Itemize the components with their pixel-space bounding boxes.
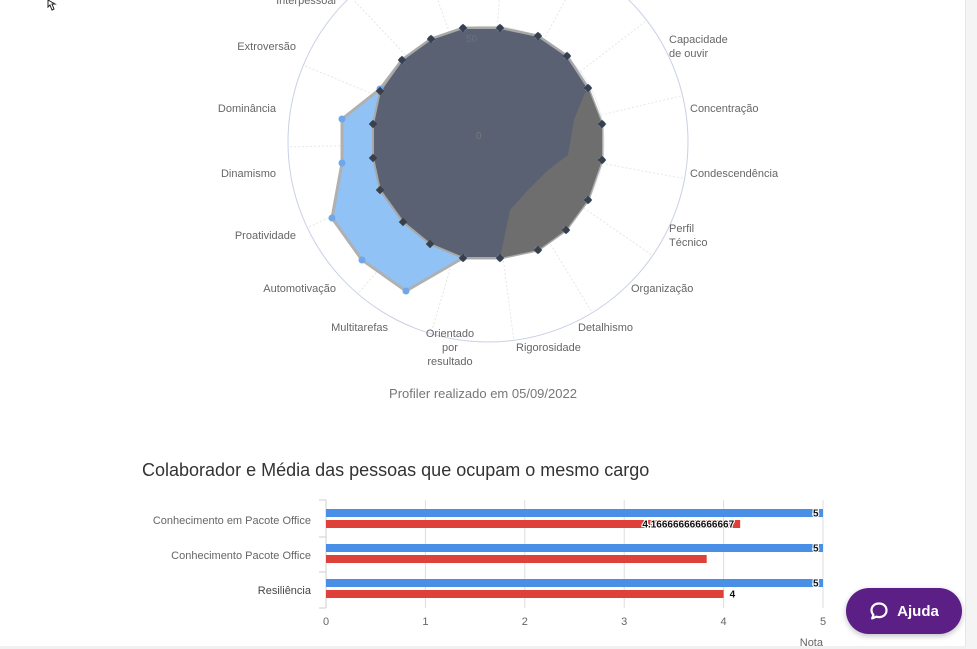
profiler-date-caption: Profiler realizado em 05/09/2022 (389, 386, 577, 401)
comparison-chart-title: Colaborador e Média das pessoas que ocup… (142, 460, 650, 480)
radar-benchmark-point (375, 86, 385, 96)
radar-label-interpessoal: Interpessoal (276, 0, 336, 7)
bar-average (326, 555, 707, 563)
radar-outer-ring (287, 0, 689, 343)
profile-radar-chart: 0 50 (287, 0, 689, 343)
radar-label-concentracao: Concentração (690, 103, 759, 115)
bar-average (326, 590, 724, 598)
chat-bubble-icon (869, 601, 889, 621)
radar-ring-label: 50 (466, 34, 478, 45)
radar-benchmark-point (398, 217, 408, 227)
x-tick-label: 3 (621, 616, 627, 628)
bar-data-label: 5 (813, 509, 819, 520)
radar-collaborator-point (358, 256, 366, 264)
radar-label-capacidade-de-ouvir: Capacidade de ouvir (669, 34, 728, 60)
radar-label-perfil-tecnico: Perfil Técnico (669, 223, 708, 249)
x-tick-label: 1 (422, 616, 428, 628)
x-tick-label: 5 (820, 616, 826, 628)
radar-benchmark-point (368, 153, 378, 163)
help-button-label: Ajuda (897, 602, 939, 620)
bar-collaborator (326, 579, 823, 587)
mouse-cursor-icon (47, 0, 57, 11)
category-label: Conhecimento Pacote Office (171, 550, 311, 562)
radar-label-proatividade: Proatividade (234, 230, 296, 242)
radar-benchmark-band (500, 88, 602, 258)
radar-benchmark-point (458, 253, 468, 263)
bar-data-label: 4.166666666666667 (642, 520, 734, 531)
bar-average (326, 520, 741, 528)
radar-label-detalhismo: Detalhismo (578, 322, 634, 334)
radar-center-label: 0 (476, 131, 482, 142)
bar-data-label: 5 (813, 579, 819, 590)
category-label: Resiliência (258, 585, 312, 597)
radar-label-dinamismo: Dinamismo (220, 168, 276, 180)
page-scrollbar[interactable] (965, 0, 977, 649)
radar-benchmark-point (368, 119, 378, 129)
radar-benchmark-point (375, 185, 385, 195)
radar-label-organizacao: Organização (631, 283, 694, 295)
x-tick-label: 2 (522, 616, 528, 628)
bar-collaborator (326, 544, 823, 552)
bar-data-label: 4 (730, 590, 736, 601)
radar-benchmark-point (425, 239, 435, 249)
radar-label-condescendencia: Condescendência (690, 168, 779, 180)
radar-collaborator-point (402, 287, 410, 295)
radar-label-orientado-por-resultado: Orientado por resultado (425, 328, 475, 368)
radar-benchmark-point (426, 34, 436, 44)
radar-collaborator-point (338, 159, 346, 167)
x-tick-label: 4 (721, 616, 727, 628)
radar-benchmark-point (495, 23, 505, 33)
bottom-divider (0, 646, 966, 649)
radar-label-dominancia: Dominância (217, 103, 276, 115)
bar-data-label: 5 (813, 544, 819, 555)
radar-benchmark-point (397, 55, 407, 65)
radar-collaborator-point (328, 214, 336, 222)
radar-benchmark-point (495, 253, 505, 263)
radar-collaborator-point (338, 115, 346, 123)
radar-label-extroversao: Extroversão (237, 41, 296, 53)
bar-collaborator (326, 509, 823, 517)
radar-label-multitarefas: Multitarefas (331, 322, 388, 334)
radar-label-rigorosidade: Rigorosidade (516, 342, 581, 354)
x-tick-label: 0 (323, 616, 329, 628)
radar-label-automotivacao: Automotivação (263, 283, 336, 295)
category-label: Conhecimento em Pacote Office (153, 515, 311, 527)
help-button[interactable]: Ajuda (846, 588, 962, 634)
radar-benchmark-point (458, 23, 468, 33)
